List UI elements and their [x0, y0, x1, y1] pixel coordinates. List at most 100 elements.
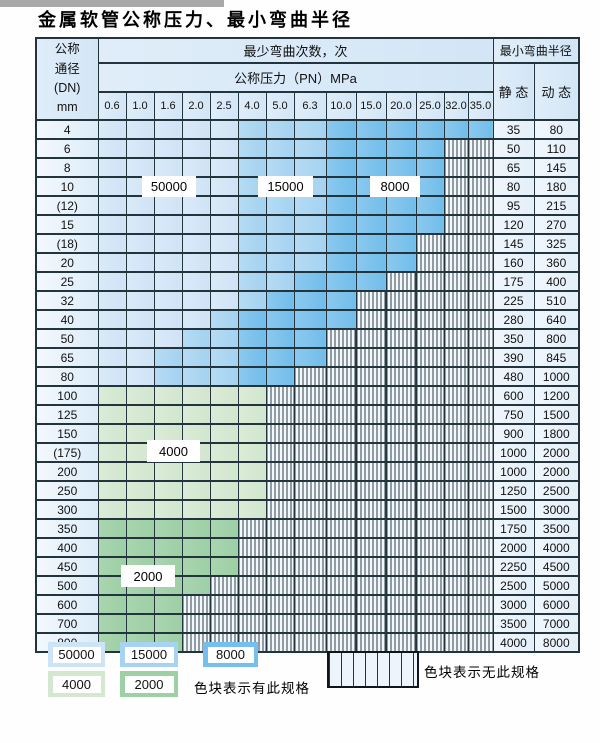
dynamic-radius-cell: 7000 [533, 613, 580, 634]
zone-cell-no-spec [467, 632, 494, 653]
zone-cell-no-spec [265, 461, 295, 482]
zone-cell-15000 [293, 119, 327, 140]
static-radius-cell: 280 [492, 309, 535, 330]
dynamic-radius-cell: 215 [533, 195, 580, 216]
zone-cell-8000 [355, 138, 387, 159]
zone-cell-no-spec [415, 347, 445, 368]
zone-cell-15000 [265, 138, 295, 159]
dn-cell: 65 [35, 347, 99, 368]
zone-cell-15000 [265, 252, 295, 273]
zone-cell-15000 [181, 328, 211, 349]
zone-cell-2000 [97, 575, 127, 596]
zone-cell-8000 [325, 176, 357, 197]
table-row: 600 3000 6000 [35, 594, 580, 615]
dn-cell: (175) [35, 442, 99, 463]
static-radius-cell: 3500 [492, 613, 535, 634]
zone-cell-no-spec [443, 138, 469, 159]
zone-cell-50000 [125, 347, 155, 368]
zone-cell-no-spec [467, 271, 494, 292]
zone-cell-50000 [209, 138, 239, 159]
zone-cell-4000 [181, 499, 211, 520]
zone-cell-2000 [209, 518, 239, 539]
zone-cell-no-spec [325, 404, 357, 425]
zone-cell-2000 [97, 594, 127, 615]
legend-no-spec-text: 色块表示无此规格 [424, 665, 540, 680]
zone-cell-4000 [237, 442, 267, 463]
zone-cell-15000 [265, 271, 295, 292]
legend-swatch-4000-label: 4000 [52, 675, 101, 693]
legend-swatch-8000-label: 8000 [207, 646, 254, 663]
zone-cell-50000 [125, 271, 155, 292]
zone-cell-no-spec [467, 537, 494, 558]
zone-cell-no-spec [355, 461, 387, 482]
zone-cell-no-spec [443, 195, 469, 216]
zone-cell-no-spec [443, 328, 469, 349]
zone-cell-no-spec [293, 442, 327, 463]
zone-cell-8000 [325, 233, 357, 254]
table-row: 125 750 1500 [35, 404, 580, 425]
zone-cell-no-spec [325, 461, 357, 482]
zone-cell-no-spec [265, 537, 295, 558]
zone-cell-no-spec [385, 309, 417, 330]
zone-cell-no-spec [467, 366, 494, 387]
zone-cell-no-spec [355, 328, 387, 349]
zone-cell-no-spec [467, 385, 494, 406]
table-row: 150 900 1800 [35, 423, 580, 444]
zone-cell-no-spec [467, 499, 494, 520]
zone-cell-no-spec [293, 594, 327, 615]
zone-cell-no-spec [415, 366, 445, 387]
zone-cell-no-spec [265, 594, 295, 615]
dynamic-radius-cell: 1200 [533, 385, 580, 406]
dynamic-radius-cell: 4500 [533, 556, 580, 577]
zone-cell-50000 [125, 328, 155, 349]
zone-cell-50000 [181, 233, 211, 254]
zone-cell-2000 [97, 537, 127, 558]
zone-cell-8000 [355, 233, 387, 254]
zone-cell-50000 [181, 157, 211, 178]
table-row: (12) 95 215 [35, 195, 580, 216]
dn-cell: 125 [35, 404, 99, 425]
dn-cell: 450 [35, 556, 99, 577]
zone-cell-2000 [153, 594, 183, 615]
zone-cell-no-spec [265, 385, 295, 406]
zone-cell-no-spec [443, 499, 469, 520]
zone-cell-no-spec [443, 252, 469, 273]
zone-cell-2000 [125, 613, 155, 634]
pressure-tick: 15.0 [355, 91, 387, 121]
dynamic-radius-cell: 2500 [533, 480, 580, 501]
dn-cell: (18) [35, 233, 99, 254]
zone-cell-no-spec [237, 575, 267, 596]
cycles-header: 最少弯曲次数，次 [97, 37, 494, 64]
zone-cell-no-spec [443, 233, 469, 254]
zone-cell-no-spec [385, 442, 417, 463]
zone-cell-no-spec [293, 613, 327, 634]
pressure-values-row: 0.6 1.0 1.6 2.0 2.5 4.0 5.0 6.3 10.0 15.0 20.0 25.0… [36, 91, 579, 121]
zone-cell-8000 [355, 195, 387, 216]
zone-cell-4000 [209, 480, 239, 501]
zone-cell-no-spec [385, 556, 417, 577]
zone-cell-no-spec [415, 309, 445, 330]
zone-cell-no-spec [443, 214, 469, 235]
static-radius-cell: 145 [492, 233, 535, 254]
zone-cell-15000 [209, 328, 239, 349]
zone-cell-no-spec [443, 347, 469, 368]
zone-label-50000: 50000 [142, 176, 196, 197]
zone-cell-8000 [325, 309, 357, 330]
dynamic-radius-cell: 2000 [533, 461, 580, 482]
pressure-tick: 25.0 [415, 91, 445, 121]
zone-cell-50000 [153, 119, 183, 140]
zone-cell-50000 [125, 214, 155, 235]
zone-cell-50000 [97, 138, 127, 159]
zone-cell-50000 [181, 290, 211, 311]
zone-cell-15000 [153, 347, 183, 368]
static-radius-cell: 80 [492, 176, 535, 197]
static-radius-cell: 65 [492, 157, 535, 178]
table-row: 100 600 1200 [35, 385, 580, 406]
zone-cell-4000 [125, 461, 155, 482]
zone-cell-no-spec [443, 442, 469, 463]
zone-cell-no-spec [325, 366, 357, 387]
zone-cell-2000 [97, 613, 127, 634]
zone-cell-no-spec [467, 556, 494, 577]
zone-cell-no-spec [415, 461, 445, 482]
